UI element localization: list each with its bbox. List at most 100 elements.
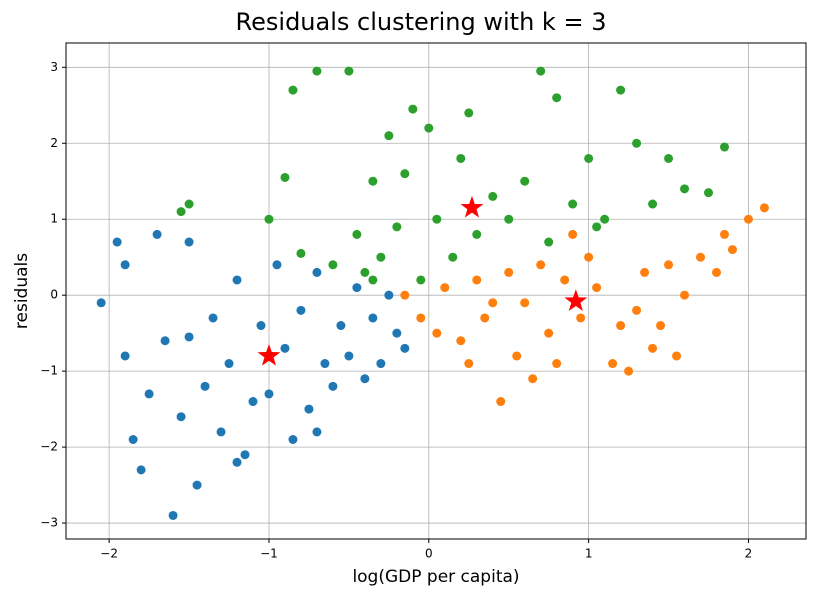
- point: [152, 229, 162, 239]
- point: [176, 412, 186, 422]
- point: [240, 450, 250, 460]
- point: [296, 248, 306, 258]
- point: [592, 222, 602, 232]
- point: [719, 229, 729, 239]
- point: [120, 260, 130, 270]
- point: [184, 199, 194, 209]
- point: [168, 510, 178, 520]
- point: [368, 313, 378, 323]
- point: [304, 404, 314, 414]
- point: [632, 138, 642, 148]
- point: [312, 66, 322, 76]
- point: [719, 142, 729, 152]
- chart-title: Residuals clustering with k = 3: [236, 8, 607, 36]
- point: [344, 351, 354, 361]
- point: [232, 275, 242, 285]
- point: [352, 229, 362, 239]
- point: [416, 313, 426, 323]
- point: [256, 321, 266, 331]
- point: [360, 374, 370, 384]
- point: [616, 321, 626, 331]
- point: [288, 434, 298, 444]
- point: [160, 336, 170, 346]
- y-tick-label: −3: [40, 516, 58, 530]
- point: [520, 298, 530, 308]
- point: [272, 260, 282, 270]
- point: [448, 252, 458, 262]
- point: [392, 222, 402, 232]
- point: [400, 343, 410, 353]
- point: [552, 93, 562, 103]
- point: [184, 332, 194, 342]
- point: [504, 267, 514, 277]
- point: [144, 389, 154, 399]
- point: [664, 260, 674, 270]
- point: [496, 397, 506, 407]
- point: [432, 214, 442, 224]
- point: [216, 427, 226, 437]
- point: [456, 336, 466, 346]
- point: [480, 313, 490, 323]
- point: [128, 434, 138, 444]
- point: [440, 283, 450, 293]
- point: [696, 252, 706, 262]
- point: [336, 321, 346, 331]
- y-tick-label: 3: [50, 60, 58, 74]
- point: [280, 172, 290, 182]
- x-tick-label: 1: [585, 547, 593, 561]
- point: [488, 298, 498, 308]
- plot-frame: [65, 42, 807, 540]
- point: [136, 465, 146, 475]
- point: [704, 188, 714, 198]
- x-axis-label: log(GDP per capita): [352, 567, 519, 587]
- point: [488, 191, 498, 201]
- point: [368, 176, 378, 186]
- point: [392, 328, 402, 338]
- point: [248, 397, 258, 407]
- point: [472, 229, 482, 239]
- point: [680, 184, 690, 194]
- point: [656, 321, 666, 331]
- point: [568, 199, 578, 209]
- point: [368, 275, 378, 285]
- point: [320, 359, 330, 369]
- point: [424, 123, 434, 133]
- point: [280, 343, 290, 353]
- centroid: [564, 289, 588, 311]
- y-tick-label: 1: [50, 212, 58, 226]
- x-tick-label: 2: [745, 547, 753, 561]
- point: [312, 427, 322, 437]
- point: [112, 237, 122, 247]
- point: [328, 381, 338, 391]
- point: [200, 381, 210, 391]
- point: [184, 237, 194, 247]
- point: [400, 290, 410, 300]
- point: [536, 66, 546, 76]
- point: [672, 351, 682, 361]
- centroid: [257, 343, 281, 366]
- point: [584, 153, 594, 163]
- point: [192, 480, 202, 490]
- point: [568, 229, 578, 239]
- point: [584, 252, 594, 262]
- y-tick-label: −1: [40, 364, 58, 378]
- point: [384, 290, 394, 300]
- y-axis-label: residuals: [12, 253, 32, 329]
- point: [560, 275, 570, 285]
- point: [384, 131, 394, 141]
- point: [416, 275, 426, 285]
- point: [512, 351, 522, 361]
- point: [743, 214, 753, 224]
- point: [664, 153, 674, 163]
- point: [600, 214, 610, 224]
- point: [759, 203, 769, 213]
- point: [648, 199, 658, 209]
- point: [472, 275, 482, 285]
- point: [360, 267, 370, 277]
- point: [616, 85, 626, 95]
- point: [592, 283, 602, 293]
- y-tick-label: 0: [50, 288, 58, 302]
- point: [608, 359, 618, 369]
- point: [552, 359, 562, 369]
